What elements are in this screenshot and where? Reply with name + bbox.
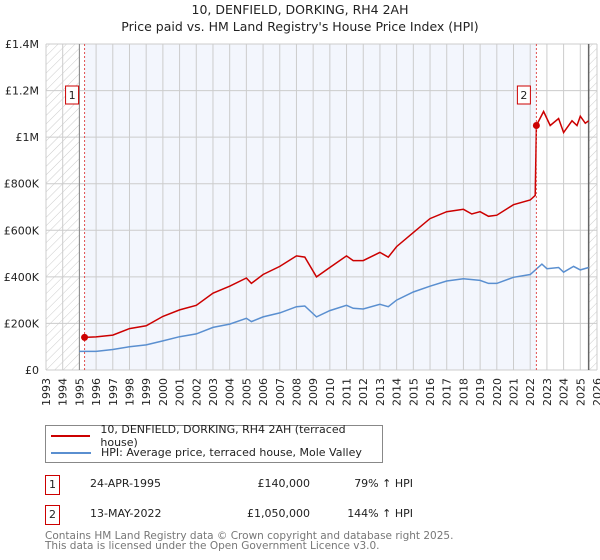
x-tick-label: 1995: [73, 378, 86, 406]
x-tick-label: 2021: [508, 378, 521, 406]
x-tick-label: 2007: [274, 378, 287, 406]
sale-row-1: 1 24-APR-1995 £140,000 79% ↑ HPI: [45, 475, 413, 495]
footer-copyright: Contains HM Land Registry data © Crown c…: [45, 530, 454, 542]
x-tick-label: 1993: [40, 378, 53, 406]
sale-price: £140,000: [257, 477, 311, 490]
x-tick-label: 2004: [224, 378, 237, 406]
x-tick-label: 2009: [307, 378, 320, 406]
x-tick-label: 2001: [174, 378, 187, 406]
x-tick-label: 2023: [541, 378, 554, 406]
sale-price: £1,050,000: [247, 507, 310, 520]
sale-hpi: 79% ↑ HPI: [354, 477, 413, 490]
sale-badge-box: [65, 85, 80, 105]
y-tick-label: £0: [25, 364, 39, 377]
x-tick-label: 2008: [290, 378, 303, 406]
ownership-shading: [84, 44, 537, 370]
legend-label-property: 10, DENFIELD, DORKING, RH4 2AH (terraced…: [100, 422, 346, 449]
x-tick-label: 2022: [524, 378, 537, 406]
x-tick-label: 2011: [341, 378, 354, 406]
y-tick-label: £400K: [4, 271, 40, 284]
legend-swatch-red: [51, 434, 91, 437]
sale-badge-box: [516, 85, 531, 105]
chart-title: 10, DENFIELD, DORKING, RH4 2AH: [191, 2, 409, 17]
x-tick-label: 2003: [207, 378, 220, 406]
sale-badge: 1: [45, 475, 60, 495]
x-tick-label: 2014: [391, 378, 404, 406]
y-tick-label: £200K: [4, 317, 40, 330]
legend-swatch-blue: [51, 451, 91, 454]
x-tick-label: 2000: [157, 378, 170, 406]
y-tick-label: £1.2M: [5, 85, 39, 98]
y-tick-label: £1M: [16, 131, 40, 144]
property-price-line: [84, 109, 590, 339]
x-tick-label: 1996: [90, 378, 103, 406]
sale-date: 24-APR-1995: [90, 477, 162, 490]
chart-subtitle: Price paid vs. HM Land Registry's House …: [121, 19, 479, 34]
sale-badge-label: 2: [520, 89, 527, 102]
footer-licence: This data is licensed under the Open Gov…: [45, 540, 380, 552]
sale-hpi: 144% ↑ HPI: [347, 507, 413, 520]
legend-label-hpi: HPI: Average price, terraced house, Mole…: [101, 446, 362, 459]
x-tick-label: 2016: [424, 378, 437, 406]
sale-badge: 2: [45, 505, 60, 525]
sale-row-2: 2 13-MAY-2022 £1,050,000 144% ↑ HPI: [45, 505, 413, 525]
x-tick-label: 2010: [324, 378, 337, 406]
chart-legend: 10, DENFIELD, DORKING, RH4 2AH (terraced…: [45, 423, 383, 463]
sale-badge-label: 1: [69, 89, 76, 102]
y-tick-label: £600K: [4, 224, 40, 237]
x-tick-label: 2013: [374, 378, 387, 406]
x-tick-label: 2015: [407, 378, 420, 406]
x-tick-label: 1997: [107, 378, 120, 406]
x-tick-label: 2017: [441, 378, 454, 406]
x-tick-label: 2019: [474, 378, 487, 406]
x-tick-label: 1999: [140, 378, 153, 406]
hatch-after-data: [588, 44, 597, 370]
legend-item-property: 10, DENFIELD, DORKING, RH4 2AH (terraced…: [46, 423, 382, 449]
sale-point: [81, 333, 89, 341]
x-tick-label: 2012: [357, 378, 370, 406]
x-tick-label: 2002: [190, 378, 203, 406]
sale-point: [532, 122, 540, 129]
y-tick-label: £1.4M: [5, 38, 39, 51]
x-tick-label: 1994: [57, 378, 70, 406]
x-tick-label: 1998: [123, 378, 136, 406]
x-tick-label: 2005: [240, 378, 253, 406]
x-tick-label: 2026: [591, 378, 600, 406]
x-tick-label: 2018: [457, 378, 470, 406]
sale-date: 13-MAY-2022: [90, 507, 162, 520]
x-tick-label: 2020: [491, 378, 504, 406]
x-tick-label: 2025: [574, 378, 587, 406]
legend-item-hpi: HPI: Average price, terraced house, Mole…: [46, 444, 362, 461]
x-tick-label: 2006: [257, 378, 270, 406]
x-tick-label: 2024: [558, 378, 571, 406]
y-tick-label: £800K: [4, 178, 40, 191]
